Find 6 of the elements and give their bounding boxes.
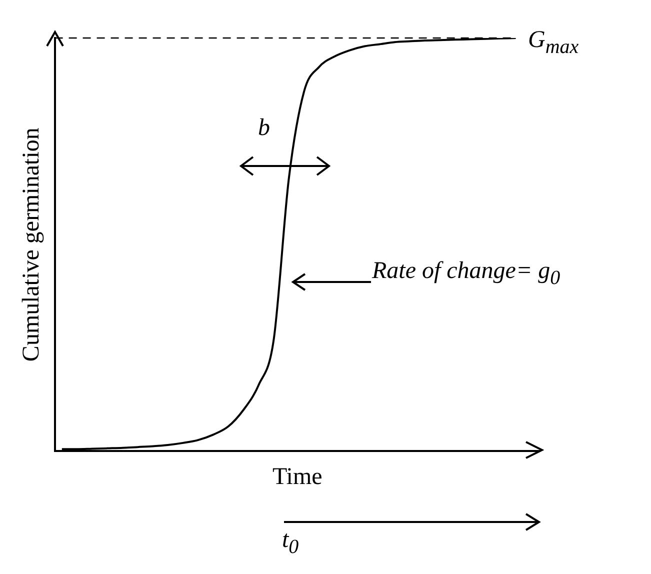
annotation: Rate of change= g$_{0}$ bbox=[372, 258, 560, 290]
y-axis-title: Cumulative germination bbox=[18, 128, 45, 362]
annotation: b bbox=[258, 115, 270, 142]
ref-line-label: G$_{max}$ bbox=[528, 27, 579, 59]
x-axis-title: Time bbox=[272, 464, 322, 490]
text: t$_{0}$ bbox=[282, 527, 299, 559]
